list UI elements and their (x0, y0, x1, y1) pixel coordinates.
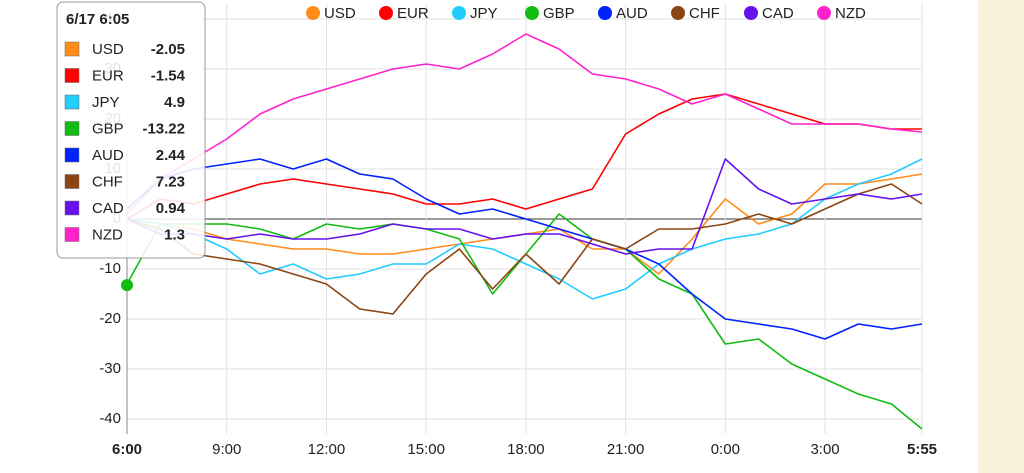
legend-swatch (525, 6, 539, 20)
legend-label: CHF (689, 5, 720, 22)
series-line (126, 33, 923, 215)
x-tick-label: 21:00 (607, 441, 645, 458)
legend-swatch (452, 6, 466, 20)
legend-swatch (671, 6, 685, 20)
legend-label: AUD (616, 5, 648, 22)
y-tick-label: -20 (99, 310, 121, 327)
tooltip-title: 6/17 6:05 (66, 11, 129, 28)
legend-label: CAD (762, 5, 794, 22)
y-tick-label: -40 (99, 410, 121, 427)
tooltip-value: -2.05 (151, 41, 185, 58)
x-tick-label: 3:00 (810, 441, 839, 458)
legend-label: NZD (835, 5, 866, 22)
x-tick-label: 12:00 (308, 441, 346, 458)
series-line (126, 158, 923, 340)
tooltip-name: AUD (92, 147, 124, 164)
y-tick-label: -30 (99, 360, 121, 377)
series-line (126, 183, 923, 315)
tooltip-value: 1.3 (164, 226, 185, 243)
tooltip-swatch (64, 147, 80, 163)
tooltip-box (56, 1, 206, 259)
tooltip-value: 2.44 (156, 147, 186, 164)
x-tick-label: 9:00 (212, 441, 241, 458)
tooltip-value: -13.22 (142, 120, 185, 137)
tooltip-name: GBP (92, 120, 124, 137)
tooltip-name: EUR (92, 67, 124, 84)
x-tick-label: 0:00 (711, 441, 740, 458)
tooltip-name: JPY (92, 94, 120, 111)
tooltip-swatch (64, 200, 80, 216)
hover-dot (121, 279, 133, 292)
tooltip-name: USD (92, 41, 124, 58)
legend-swatch (744, 6, 758, 20)
tooltip-swatch (64, 94, 80, 110)
legend-swatch (306, 6, 320, 20)
legend-label: JPY (470, 5, 498, 22)
legend-label: GBP (543, 5, 575, 22)
x-tick-label: 5:55 (907, 441, 937, 458)
tooltip-swatch (64, 227, 80, 242)
tooltip-swatch (64, 68, 80, 83)
y-tick-label: -10 (99, 260, 121, 277)
tooltip-swatch (64, 41, 80, 57)
tooltip-value: 7.23 (156, 173, 185, 190)
legend-swatch (817, 6, 831, 20)
legend-label: USD (324, 5, 356, 22)
legend-swatch (379, 6, 393, 20)
tooltip-value: -1.54 (151, 67, 186, 84)
tooltip-swatch (64, 174, 80, 189)
series-line (126, 93, 922, 220)
x-tick-label: 18:00 (507, 441, 545, 458)
side-strip (978, 0, 1024, 473)
tooltip-value: 0.94 (156, 200, 186, 217)
tooltip-name: NZD (92, 226, 123, 243)
legend-label: EUR (397, 5, 429, 22)
x-tick-label: 15:00 (407, 441, 445, 458)
tooltip-swatch (64, 121, 80, 136)
tooltip-name: CHF (92, 173, 123, 190)
legend-swatch (598, 6, 612, 20)
x-tick-label: 6:00 (112, 441, 142, 458)
tooltip-name: CAD (92, 200, 124, 217)
series-line (126, 158, 923, 255)
tooltip-value: 4.9 (164, 94, 185, 111)
